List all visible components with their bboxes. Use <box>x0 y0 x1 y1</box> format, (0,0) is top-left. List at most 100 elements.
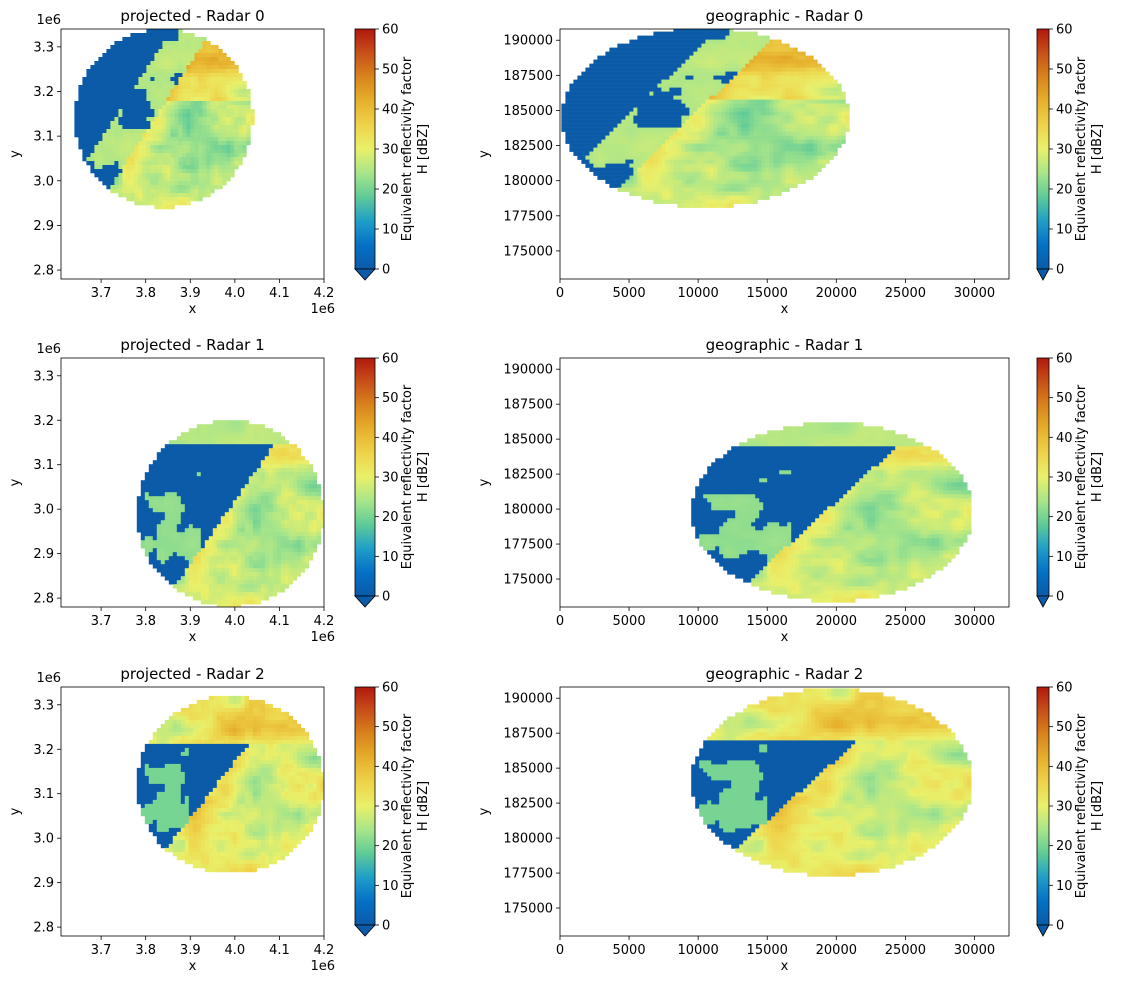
colorbar-extend-min <box>1036 268 1050 281</box>
x-tick-label: 3.9 <box>180 286 201 301</box>
x-tick-label: 3.8 <box>135 943 156 958</box>
colorbar-tick-label: 30 <box>382 143 399 158</box>
y-tick-label: 2.9 <box>33 547 54 562</box>
y-tick-label: 3.3 <box>33 369 54 384</box>
y-tick-label: 3.2 <box>33 414 54 429</box>
chart-title: projected - Radar 1 <box>120 336 264 354</box>
y-tick-label: 175000 <box>503 244 553 259</box>
colorbar-gradient <box>354 686 376 926</box>
y-tick-label: 185000 <box>503 762 553 777</box>
colorbar-tick-label: 50 <box>1056 720 1073 735</box>
reflectivity-field <box>136 420 324 607</box>
chart-panel-2: 3.7 3.8 3.9 4.0 4.1 4.2 2.8 2.9 3.0 3.1 3.2 3.3 x y pr… <box>8 336 431 645</box>
colorbar-tick-label: 60 <box>1056 352 1073 367</box>
colorbar-tick-label: 50 <box>382 391 399 406</box>
y-tick-label: 187500 <box>503 398 553 413</box>
y-tick-label: 3.1 <box>33 458 54 473</box>
x-tick-label: 4.1 <box>269 614 290 629</box>
x-tick-label: 3.7 <box>91 286 112 301</box>
x-tick-label: 4.0 <box>225 943 246 958</box>
x-axis-label: x <box>189 959 197 974</box>
axes-frame <box>60 686 325 937</box>
y-tick-label: 2.8 <box>33 264 54 279</box>
x-tick-label: 30000 <box>954 286 995 301</box>
colorbar-extend-min <box>354 924 376 937</box>
chart-panel-0: 3.7 3.8 3.9 4.0 4.1 4.2 2.8 2.9 3.0 3.1 3.2 3.3 x y pr… <box>8 7 431 317</box>
y-tick-label: 3.2 <box>33 85 54 100</box>
y-tick-label: 3.3 <box>33 40 54 55</box>
reflectivity-field <box>691 688 972 877</box>
colorbar-tick-label: 0 <box>1056 263 1064 278</box>
colorbar: 0 10 20 30 40 50 60 Equivalent reflectivity fac… <box>1036 352 1105 608</box>
x-tick-label: 3.7 <box>91 943 112 958</box>
x-tick-label: 25000 <box>885 943 926 958</box>
x-tick-label: 20000 <box>816 614 857 629</box>
chart-title: geographic - Radar 2 <box>706 665 864 683</box>
y-tick-label: 190000 <box>503 692 553 707</box>
y-tick-label: 3.0 <box>33 503 54 518</box>
colorbar: 0 10 20 30 40 50 60 Equivalent reflectivity fac… <box>354 352 431 608</box>
colorbar-tick-label: 50 <box>382 63 399 78</box>
colorbar-tick-label: 10 <box>1056 879 1073 894</box>
x-offset-label: 1e6 <box>310 302 335 317</box>
colorbar-tick-label: 0 <box>382 263 390 278</box>
y-tick-label: 190000 <box>503 34 553 49</box>
y-tick-label: 2.8 <box>33 592 54 607</box>
reflectivity-field <box>691 422 972 603</box>
x-tick-label: 25000 <box>885 614 926 629</box>
chart-panel-3: 0 5000 10000 15000 20000 25000 30000 175000 1775… <box>477 336 1105 645</box>
colorbar: 0 10 20 30 40 50 60 Equivalent reflectivity fac… <box>1036 681 1105 937</box>
colorbar-tick-label: 50 <box>1056 63 1073 78</box>
colorbar-tick-label: 30 <box>382 471 399 486</box>
y-tick-label: 180000 <box>503 503 553 518</box>
y-axis-label: y <box>477 478 492 486</box>
y-tick-label: 2.8 <box>33 921 54 936</box>
x-tick-label: 5000 <box>613 614 646 629</box>
colorbar-tick-label: 20 <box>1056 839 1073 854</box>
x-tick-label: 3.9 <box>180 614 201 629</box>
axes-frame <box>60 28 325 280</box>
colorbar-tick-label: 30 <box>1056 800 1073 815</box>
colorbar-label: Equivalent reflectivity factorH [dBZ] <box>400 384 431 569</box>
reflectivity-field <box>74 29 255 210</box>
x-tick-label: 4.1 <box>269 286 290 301</box>
y-offset-label: 1e6 <box>36 13 61 28</box>
x-axis-label: x <box>781 302 789 317</box>
colorbar-tick-label: 40 <box>1056 760 1073 775</box>
y-tick-label: 2.9 <box>33 876 54 891</box>
y-tick-label: 3.2 <box>33 743 54 758</box>
colorbar-tick-label: 20 <box>382 510 399 525</box>
x-tick-label: 15000 <box>747 943 788 958</box>
x-offset-label: 1e6 <box>310 959 335 974</box>
y-tick-label: 175000 <box>503 902 553 917</box>
colorbar-extend-min <box>1036 595 1050 608</box>
colorbar-label: Equivalent reflectivity factorH [dBZ] <box>400 713 431 898</box>
y-tick-label: 187500 <box>503 727 553 742</box>
y-tick-label: 175000 <box>503 573 553 588</box>
chart-title: geographic - Radar 1 <box>706 336 864 354</box>
colorbar-tick-label: 60 <box>382 352 399 367</box>
colorbar: 0 10 20 30 40 50 60 Equivalent reflectivity fac… <box>1036 23 1105 281</box>
x-tick-label: 4.0 <box>225 286 246 301</box>
x-tick-label: 10000 <box>677 614 718 629</box>
colorbar-tick-label: 60 <box>1056 23 1073 38</box>
colorbar-gradient <box>354 357 376 597</box>
axes-frame <box>60 357 325 608</box>
chart-panel-1: 0 5000 10000 15000 20000 25000 30000 175000 1775… <box>477 7 1105 317</box>
colorbar-gradient <box>1036 357 1050 597</box>
y-tick-label: 182500 <box>503 797 553 812</box>
y-tick-label: 187500 <box>503 69 553 84</box>
colorbar-extend-min <box>354 268 376 281</box>
x-tick-label: 3.7 <box>91 614 112 629</box>
y-tick-label: 177500 <box>503 538 553 553</box>
colorbar-tick-label: 40 <box>1056 431 1073 446</box>
x-offset-label: 1e6 <box>310 630 335 645</box>
colorbar-tick-label: 40 <box>382 431 399 446</box>
x-tick-label: 4.2 <box>314 286 335 301</box>
y-tick-label: 185000 <box>503 433 553 448</box>
chart-panel-5: 0 5000 10000 15000 20000 25000 30000 175000 1775… <box>477 665 1105 974</box>
reflectivity-field <box>136 695 324 873</box>
chart-title: geographic - Radar 0 <box>706 7 864 25</box>
reflectivity-field <box>561 29 850 208</box>
